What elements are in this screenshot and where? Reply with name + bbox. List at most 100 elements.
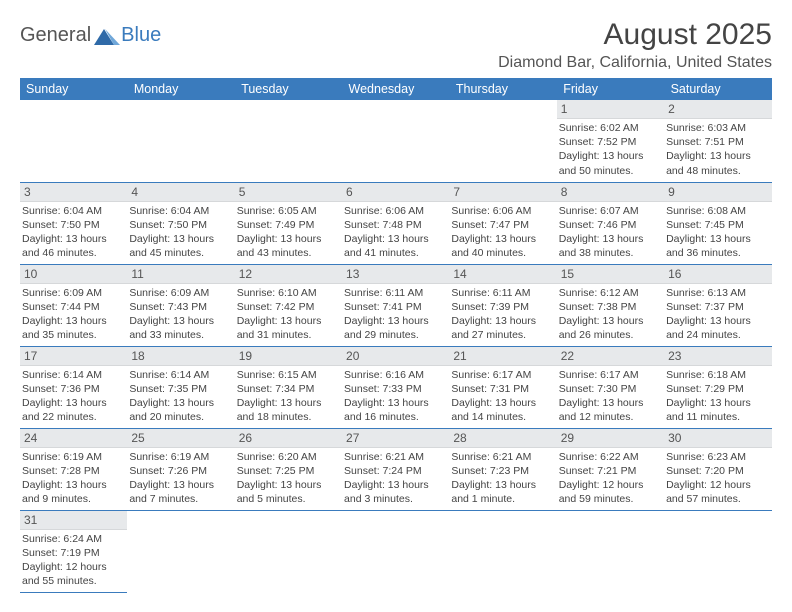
day-info: Sunrise: 6:10 AMSunset: 7:42 PMDaylight:… [235,284,342,345]
day-info-line: Sunset: 7:43 PM [129,300,232,314]
day-info-line: Sunset: 7:49 PM [237,218,340,232]
calendar-day-cell: 26Sunrise: 6:20 AMSunset: 7:25 PMDayligh… [235,428,342,510]
day-info-line: and 36 minutes. [666,246,769,260]
day-info-line: Sunrise: 6:17 AM [451,368,554,382]
day-number: 11 [127,265,234,284]
day-info-line: Sunrise: 6:20 AM [237,450,340,464]
weekday-header: Thursday [449,78,556,100]
month-title: August 2025 [498,18,772,52]
day-info: Sunrise: 6:08 AMSunset: 7:45 PMDaylight:… [664,202,771,263]
calendar-empty-cell [127,100,234,182]
calendar-empty-cell [20,100,127,182]
day-info: Sunrise: 6:23 AMSunset: 7:20 PMDaylight:… [664,448,771,509]
day-info-line: and 22 minutes. [22,410,125,424]
day-info-line: Sunrise: 6:03 AM [666,121,769,135]
weekday-header: Friday [557,78,664,100]
calendar-week-row: 24Sunrise: 6:19 AMSunset: 7:28 PMDayligh… [20,428,772,510]
day-number: 27 [342,429,449,448]
day-info-line: Daylight: 12 hours [666,478,769,492]
day-number: 25 [127,429,234,448]
day-number: 18 [127,347,234,366]
logo-text-blue: Blue [121,24,161,47]
calendar-day-cell: 2Sunrise: 6:03 AMSunset: 7:51 PMDaylight… [664,100,771,182]
calendar-day-cell: 28Sunrise: 6:21 AMSunset: 7:23 PMDayligh… [449,428,556,510]
day-number: 31 [20,511,127,530]
day-info-line: Daylight: 13 hours [129,478,232,492]
day-info-line: Sunrise: 6:21 AM [451,450,554,464]
day-info-line: Sunset: 7:44 PM [22,300,125,314]
day-info-line: Sunrise: 6:17 AM [559,368,662,382]
day-number: 15 [557,265,664,284]
day-number: 1 [557,100,664,119]
day-info-line: Sunset: 7:25 PM [237,464,340,478]
day-info: Sunrise: 6:15 AMSunset: 7:34 PMDaylight:… [235,366,342,427]
calendar-empty-cell [342,100,449,182]
day-number: 21 [449,347,556,366]
day-number: 26 [235,429,342,448]
day-info-line: and 43 minutes. [237,246,340,260]
day-info-line: Sunrise: 6:08 AM [666,204,769,218]
calendar-empty-cell [449,100,556,182]
day-number: 4 [127,183,234,202]
day-number: 19 [235,347,342,366]
day-info: Sunrise: 6:07 AMSunset: 7:46 PMDaylight:… [557,202,664,263]
day-number: 5 [235,183,342,202]
day-info-line: Sunset: 7:26 PM [129,464,232,478]
day-info-line: Sunrise: 6:09 AM [22,286,125,300]
day-info-line: Daylight: 13 hours [22,396,125,410]
calendar-day-cell: 18Sunrise: 6:14 AMSunset: 7:35 PMDayligh… [127,346,234,428]
calendar-empty-cell [342,510,449,592]
title-block: August 2025 Diamond Bar, California, Uni… [498,18,772,72]
day-info-line: Sunrise: 6:09 AM [129,286,232,300]
day-info-line: and 29 minutes. [344,328,447,342]
day-info-line: Sunrise: 6:19 AM [22,450,125,464]
day-info: Sunrise: 6:13 AMSunset: 7:37 PMDaylight:… [664,284,771,345]
calendar-day-cell: 29Sunrise: 6:22 AMSunset: 7:21 PMDayligh… [557,428,664,510]
calendar-empty-cell [127,510,234,592]
day-info-line: and 48 minutes. [666,164,769,178]
calendar-head: SundayMondayTuesdayWednesdayThursdayFrid… [20,78,772,100]
day-info-line: and 3 minutes. [344,492,447,506]
weekday-header: Wednesday [342,78,449,100]
day-info-line: Sunrise: 6:05 AM [237,204,340,218]
calendar-day-cell: 20Sunrise: 6:16 AMSunset: 7:33 PMDayligh… [342,346,449,428]
day-info-line: Sunrise: 6:04 AM [22,204,125,218]
day-info-line: Daylight: 13 hours [22,478,125,492]
calendar-day-cell: 14Sunrise: 6:11 AMSunset: 7:39 PMDayligh… [449,264,556,346]
calendar-day-cell: 8Sunrise: 6:07 AMSunset: 7:46 PMDaylight… [557,182,664,264]
calendar-day-cell: 13Sunrise: 6:11 AMSunset: 7:41 PMDayligh… [342,264,449,346]
day-info-line: Sunrise: 6:10 AM [237,286,340,300]
day-info-line: Daylight: 13 hours [666,232,769,246]
day-info-line: and 18 minutes. [237,410,340,424]
day-number: 3 [20,183,127,202]
day-info-line: Daylight: 12 hours [559,478,662,492]
day-info-line: Daylight: 13 hours [344,478,447,492]
calendar-day-cell: 30Sunrise: 6:23 AMSunset: 7:20 PMDayligh… [664,428,771,510]
day-info-line: Sunset: 7:42 PM [237,300,340,314]
day-info-line: Sunset: 7:39 PM [451,300,554,314]
calendar-table: SundayMondayTuesdayWednesdayThursdayFrid… [20,78,772,593]
day-info-line: Sunset: 7:30 PM [559,382,662,396]
day-number: 10 [20,265,127,284]
day-number: 23 [664,347,771,366]
header-row: General Blue August 2025 Diamond Bar, Ca… [20,18,772,72]
day-info: Sunrise: 6:09 AMSunset: 7:44 PMDaylight:… [20,284,127,345]
day-info-line: Sunset: 7:19 PM [22,546,125,560]
day-info-line: Sunrise: 6:11 AM [344,286,447,300]
day-info: Sunrise: 6:06 AMSunset: 7:47 PMDaylight:… [449,202,556,263]
calendar-week-row: 17Sunrise: 6:14 AMSunset: 7:36 PMDayligh… [20,346,772,428]
day-info-line: Sunrise: 6:11 AM [451,286,554,300]
day-info-line: Daylight: 13 hours [559,232,662,246]
day-info-line: and 1 minute. [451,492,554,506]
day-info-line: Daylight: 13 hours [22,314,125,328]
day-info-line: Sunrise: 6:07 AM [559,204,662,218]
day-info-line: Sunrise: 6:21 AM [344,450,447,464]
calendar-week-row: 31Sunrise: 6:24 AMSunset: 7:19 PMDayligh… [20,510,772,592]
calendar-empty-cell [664,510,771,592]
calendar-day-cell: 19Sunrise: 6:15 AMSunset: 7:34 PMDayligh… [235,346,342,428]
day-info-line: and 11 minutes. [666,410,769,424]
day-info: Sunrise: 6:21 AMSunset: 7:23 PMDaylight:… [449,448,556,509]
day-info-line: Daylight: 13 hours [451,396,554,410]
calendar-empty-cell [449,510,556,592]
day-info-line: Daylight: 13 hours [559,396,662,410]
